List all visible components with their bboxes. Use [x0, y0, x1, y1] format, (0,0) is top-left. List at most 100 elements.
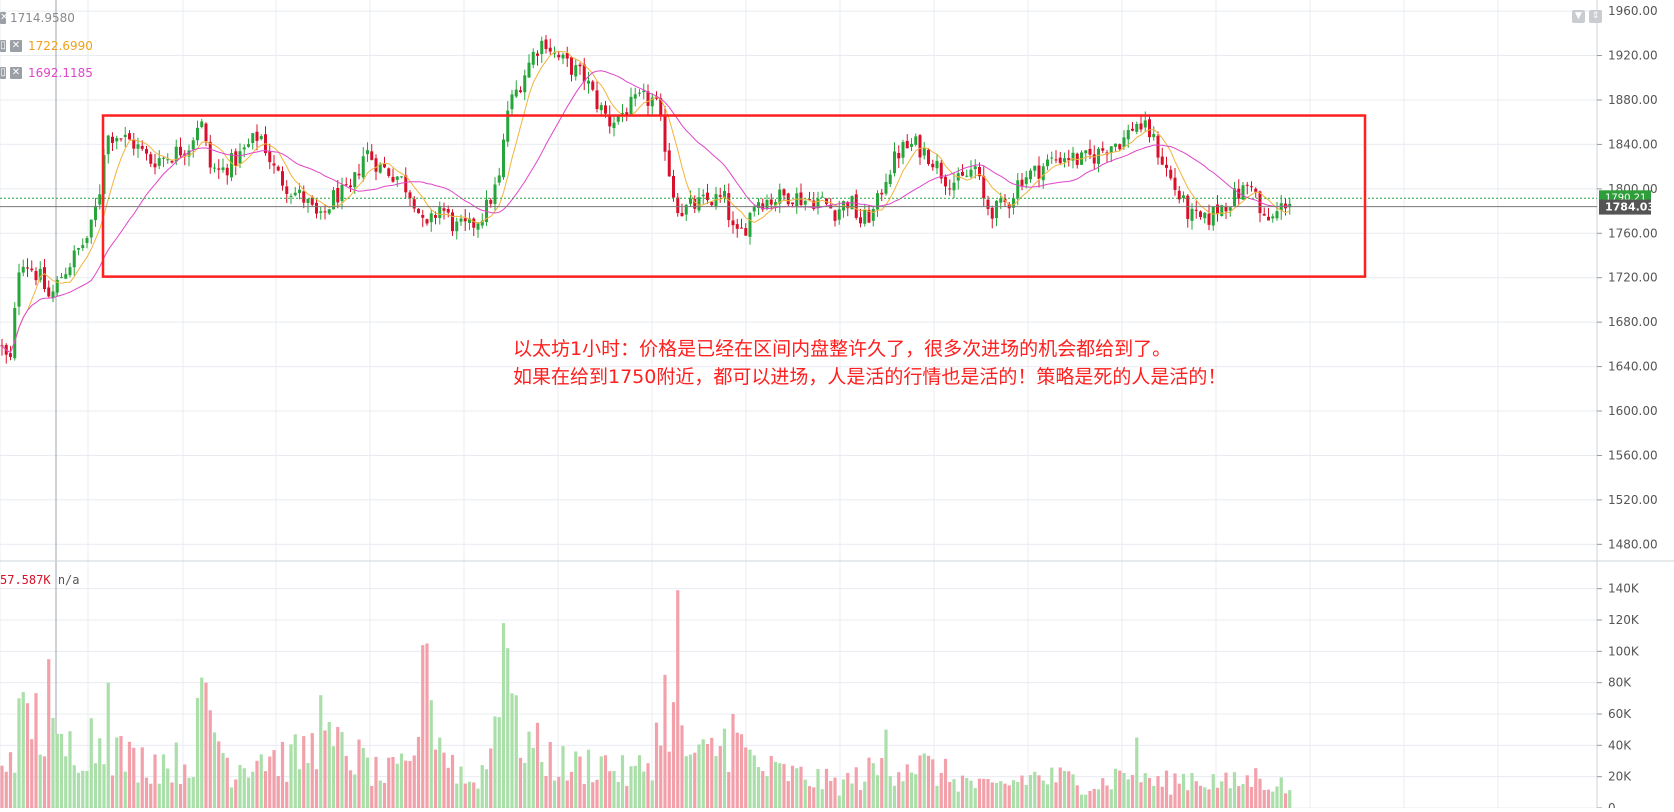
- volume-bars: [0, 590, 1292, 808]
- candle-body: [1207, 213, 1211, 225]
- volume-bar: [514, 695, 518, 808]
- volume-bar: [361, 747, 365, 808]
- volume-bar: [935, 785, 939, 808]
- volume-bar: [319, 695, 323, 808]
- candle-body: [429, 213, 433, 223]
- volume-bar: [195, 697, 200, 808]
- eye-icon[interactable]: ▯: [0, 67, 6, 79]
- candle-body: [434, 215, 437, 218]
- candle-body: [808, 199, 811, 201]
- candle-body: [306, 198, 310, 203]
- candle-body: [366, 150, 369, 155]
- candle-body: [204, 123, 208, 142]
- volume-bar: [421, 645, 425, 808]
- candle-body: [340, 184, 344, 202]
- candle-body: [1148, 119, 1151, 138]
- volume-bar: [119, 736, 123, 808]
- volume-bar: [1215, 787, 1220, 808]
- volume-bar: [1105, 785, 1109, 808]
- volume-bar: [820, 789, 824, 808]
- volume-bar: [47, 659, 51, 808]
- volume-bar: [561, 746, 565, 808]
- candle-body: [132, 139, 136, 149]
- candle-body: [412, 199, 416, 209]
- volume-bar: [918, 755, 922, 808]
- candle-body: [672, 175, 675, 198]
- pane-controls: ▼ ⇕: [1572, 10, 1602, 23]
- candle-body: [561, 54, 565, 59]
- volume-bar: [51, 717, 55, 808]
- volume-bar: [778, 763, 782, 808]
- volume-bar: [816, 769, 820, 808]
- candle-body: [514, 89, 518, 97]
- candle-body: [166, 159, 170, 161]
- volume-bar: [1122, 772, 1126, 808]
- volume-bar: [943, 758, 948, 808]
- candle-body: [825, 198, 828, 205]
- candle-body: [820, 196, 824, 198]
- candle-body: [744, 228, 748, 236]
- volume-bar: [1028, 775, 1033, 808]
- candle-body: [1097, 148, 1100, 164]
- candle-body: [310, 197, 314, 205]
- candle-body: [383, 163, 386, 168]
- candle-body: [1122, 137, 1126, 148]
- candle-body: [1190, 208, 1194, 221]
- volume-bar: [769, 755, 773, 808]
- volume-bar: [1101, 778, 1105, 808]
- candle-body: [1067, 158, 1071, 161]
- candle-body: [293, 192, 297, 196]
- close-icon[interactable]: ✕: [0, 12, 6, 24]
- candle-body: [64, 274, 68, 279]
- volume-bar: [242, 768, 246, 808]
- volume-bar: [187, 777, 191, 808]
- volume-bar: [382, 782, 387, 808]
- candle-body: [476, 223, 480, 230]
- volume-bar: [1079, 794, 1084, 808]
- volume-bar: [646, 763, 650, 808]
- volume-bar: [225, 757, 229, 808]
- candle-body: [1071, 152, 1075, 161]
- candle-body: [1156, 135, 1160, 158]
- candle-body: [774, 202, 777, 206]
- volume-bar: [790, 765, 795, 808]
- volume-bar: [1118, 770, 1122, 808]
- close-icon[interactable]: ✕: [10, 40, 22, 52]
- triangle-down-icon[interactable]: ▼: [1572, 10, 1585, 23]
- legend-ma-2: ▯ ✕ 1722.6990: [0, 39, 93, 53]
- volume-bar: [480, 765, 484, 808]
- volume-bar: [650, 780, 654, 808]
- volume-bar: [875, 775, 880, 808]
- volume-bar: [204, 682, 208, 808]
- volume-bar: [909, 772, 914, 808]
- volume-bar: [276, 775, 280, 808]
- volume-bar: [136, 782, 140, 808]
- candle-body: [51, 291, 55, 299]
- eye-icon[interactable]: ▯: [0, 40, 6, 52]
- candle-body: [1245, 184, 1249, 186]
- close-icon[interactable]: ✕: [10, 67, 22, 79]
- volume-bar: [467, 781, 472, 808]
- candle-body: [1050, 157, 1054, 159]
- candle-body: [55, 279, 59, 293]
- candle-body: [676, 197, 680, 214]
- volume-bar: [1139, 782, 1143, 808]
- candle-body: [748, 212, 752, 237]
- volume-bar: [183, 764, 187, 808]
- volume-bar: [378, 780, 382, 808]
- candle-body: [540, 40, 544, 55]
- candle-body: [1241, 185, 1245, 200]
- volume-bar: [735, 732, 739, 808]
- candle-body: [1109, 146, 1113, 153]
- volume-bar: [1092, 788, 1096, 808]
- volume-bar: [306, 763, 310, 808]
- candle-body: [21, 266, 25, 273]
- price-tick-label: 1640.00: [1608, 360, 1658, 374]
- volume-bar: [1203, 787, 1207, 808]
- volume-bar: [506, 648, 510, 808]
- candle-body: [931, 163, 935, 168]
- candle-body: [89, 219, 93, 238]
- updown-arrows-icon[interactable]: ⇕: [1589, 10, 1602, 23]
